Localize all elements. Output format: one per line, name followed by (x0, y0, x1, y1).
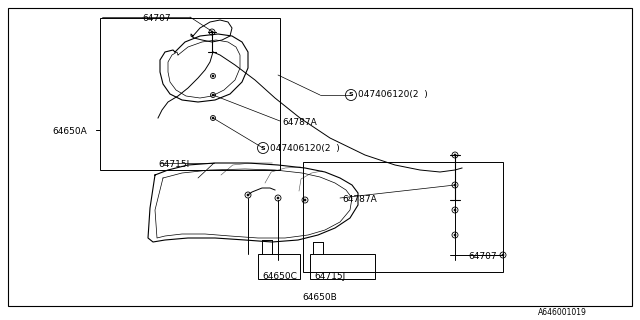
Bar (100, 18, 280, 170)
Text: 64650C: 64650C (262, 272, 297, 281)
Bar (310, 254, 375, 279)
Circle shape (454, 154, 456, 156)
Text: 64707: 64707 (142, 14, 171, 23)
Text: S: S (260, 146, 266, 150)
Circle shape (502, 254, 504, 256)
Circle shape (454, 209, 456, 211)
Text: 64787A: 64787A (282, 118, 317, 127)
Text: S: S (349, 92, 353, 98)
Circle shape (212, 117, 214, 119)
Circle shape (304, 199, 306, 201)
Text: 64787A: 64787A (342, 195, 377, 204)
Text: 64707: 64707 (468, 252, 497, 261)
Text: 64650A: 64650A (52, 127, 87, 136)
Circle shape (211, 31, 213, 33)
Text: A646001019: A646001019 (538, 308, 587, 317)
Circle shape (212, 94, 214, 96)
Circle shape (454, 184, 456, 186)
Circle shape (247, 194, 249, 196)
Circle shape (277, 197, 279, 199)
Text: 047406120(2  ): 047406120(2 ) (270, 143, 340, 153)
Text: 64715J: 64715J (314, 272, 345, 281)
Text: 047406120(2  ): 047406120(2 ) (358, 91, 428, 100)
Bar (303, 162, 503, 272)
Bar (258, 254, 300, 279)
Text: 64650B: 64650B (303, 293, 337, 302)
Circle shape (212, 75, 214, 77)
Circle shape (454, 234, 456, 236)
Text: 64715I: 64715I (158, 160, 189, 169)
